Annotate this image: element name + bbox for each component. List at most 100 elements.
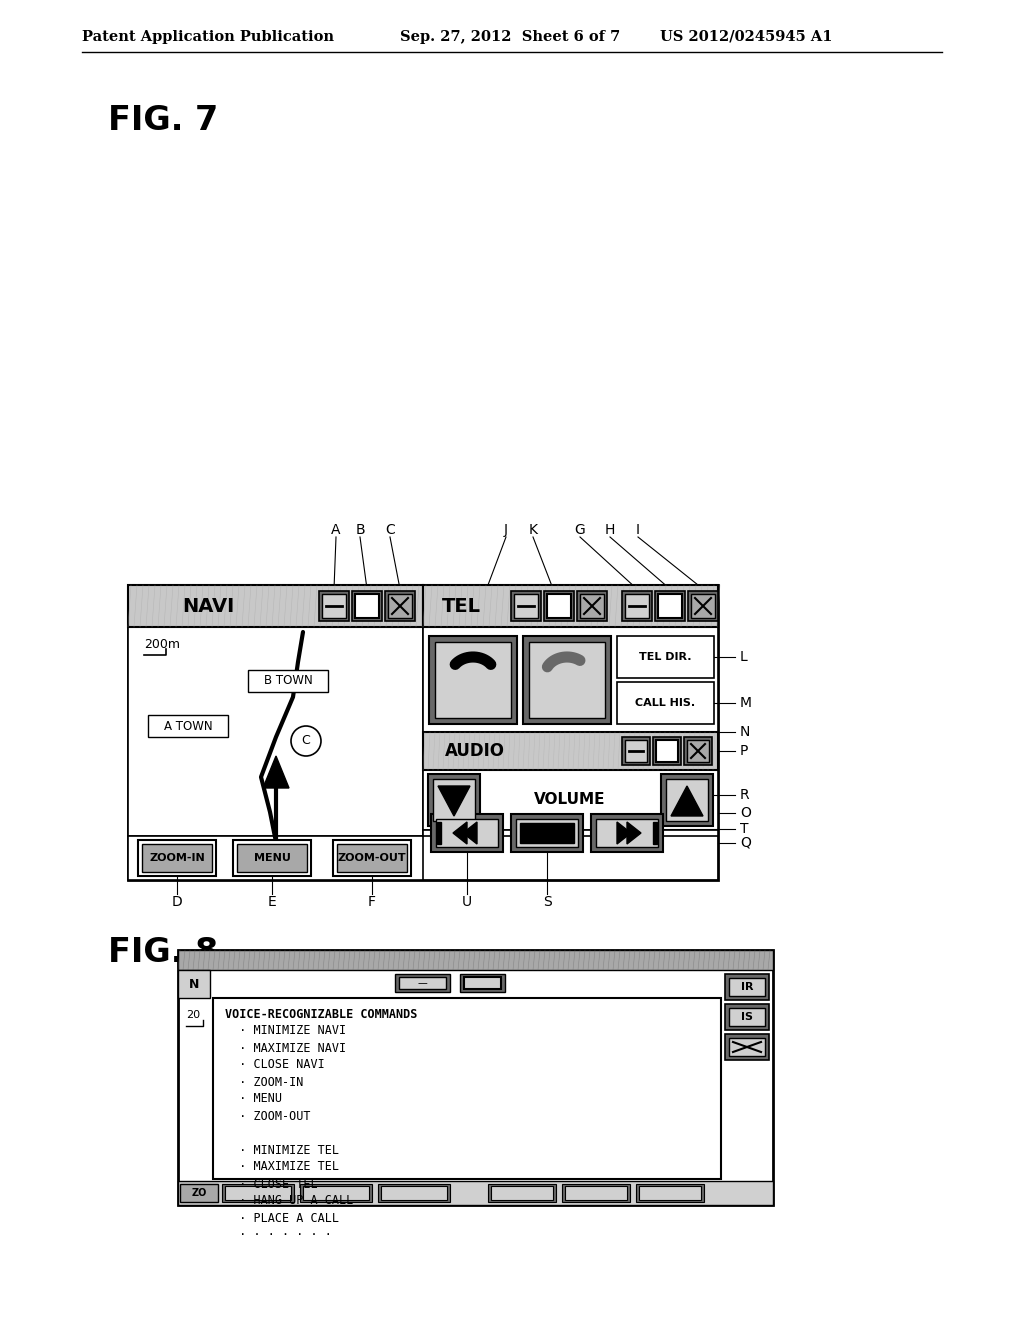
Bar bbox=[662, 774, 713, 826]
Bar bbox=[622, 591, 652, 620]
Bar bbox=[725, 974, 769, 1001]
Text: Patent Application Publication: Patent Application Publication bbox=[82, 30, 334, 44]
Bar bbox=[423, 770, 718, 830]
Text: L: L bbox=[740, 649, 748, 664]
Bar bbox=[688, 591, 718, 620]
Bar bbox=[565, 1185, 627, 1200]
Bar bbox=[547, 594, 571, 618]
Bar bbox=[653, 737, 681, 766]
Bar bbox=[725, 1005, 769, 1030]
Bar bbox=[639, 1185, 701, 1200]
Polygon shape bbox=[437, 822, 441, 843]
Text: · MINIMIZE TEL: · MINIMIZE TEL bbox=[225, 1143, 339, 1156]
Bar bbox=[523, 636, 611, 723]
Text: G: G bbox=[574, 523, 586, 537]
Bar bbox=[178, 950, 773, 970]
Bar bbox=[622, 737, 650, 766]
Text: TEL DIR.: TEL DIR. bbox=[639, 652, 692, 663]
Polygon shape bbox=[627, 822, 641, 843]
Text: Q: Q bbox=[740, 836, 751, 850]
Bar bbox=[213, 998, 721, 1179]
Text: N: N bbox=[740, 725, 751, 739]
Bar bbox=[656, 741, 678, 762]
Text: · HANG UP A CALL: · HANG UP A CALL bbox=[225, 1195, 353, 1208]
Bar bbox=[514, 594, 538, 618]
Text: IS: IS bbox=[741, 1012, 753, 1022]
Text: · ZOOM-OUT: · ZOOM-OUT bbox=[225, 1110, 310, 1122]
Bar bbox=[529, 642, 605, 718]
Circle shape bbox=[291, 726, 321, 756]
Text: · MENU: · MENU bbox=[225, 1093, 282, 1106]
Bar bbox=[388, 594, 412, 618]
Bar bbox=[596, 818, 658, 847]
Text: · ZOOM-IN: · ZOOM-IN bbox=[225, 1076, 303, 1089]
Bar bbox=[433, 779, 475, 821]
Bar bbox=[178, 950, 773, 1205]
Text: T: T bbox=[740, 822, 749, 836]
Bar bbox=[178, 1181, 773, 1205]
Bar bbox=[729, 1038, 765, 1056]
Text: · · · · · · ·: · · · · · · · bbox=[225, 1229, 332, 1242]
Bar bbox=[488, 1184, 556, 1203]
Bar bbox=[222, 1184, 294, 1203]
Bar bbox=[128, 627, 423, 836]
Text: · PLACE A CALL: · PLACE A CALL bbox=[225, 1212, 339, 1225]
Text: ZO: ZO bbox=[191, 1188, 207, 1199]
Bar bbox=[658, 594, 682, 618]
Bar bbox=[636, 1184, 705, 1203]
Bar bbox=[337, 843, 407, 873]
Text: K: K bbox=[528, 523, 538, 537]
Bar bbox=[378, 1184, 450, 1203]
Bar bbox=[617, 636, 714, 678]
Text: ZOOM-OUT: ZOOM-OUT bbox=[338, 853, 407, 863]
Bar bbox=[687, 741, 709, 762]
Text: AUDIO: AUDIO bbox=[445, 742, 505, 760]
Text: VOICE-RECOGNIZABLE COMMANDS: VOICE-RECOGNIZABLE COMMANDS bbox=[225, 1007, 418, 1020]
Text: · MAXIMIZE NAVI: · MAXIMIZE NAVI bbox=[225, 1041, 346, 1055]
Text: B TOWN: B TOWN bbox=[263, 675, 312, 688]
Bar bbox=[319, 591, 349, 620]
Bar bbox=[562, 1184, 630, 1203]
Text: A: A bbox=[331, 523, 341, 537]
Polygon shape bbox=[453, 822, 467, 843]
Bar bbox=[381, 1185, 447, 1200]
Bar bbox=[617, 682, 714, 723]
Polygon shape bbox=[438, 785, 470, 816]
Bar bbox=[625, 594, 649, 618]
Text: NAVI: NAVI bbox=[182, 597, 234, 615]
Text: C: C bbox=[385, 523, 395, 537]
Bar bbox=[322, 594, 346, 618]
Text: C: C bbox=[302, 734, 310, 747]
Text: M: M bbox=[740, 696, 752, 710]
Bar bbox=[490, 1185, 553, 1200]
Text: P: P bbox=[740, 744, 749, 758]
Bar bbox=[429, 636, 517, 723]
Text: 20: 20 bbox=[186, 1010, 200, 1020]
Text: IR: IR bbox=[740, 982, 754, 993]
Bar bbox=[352, 591, 382, 620]
Bar bbox=[725, 1034, 769, 1060]
Text: B: B bbox=[355, 523, 365, 537]
Text: F: F bbox=[368, 895, 376, 909]
Text: CALL HIS.: CALL HIS. bbox=[636, 698, 695, 708]
Polygon shape bbox=[617, 822, 631, 843]
Text: · CLOSE TEL: · CLOSE TEL bbox=[225, 1177, 317, 1191]
Bar bbox=[395, 974, 450, 993]
Text: · MINIMIZE NAVI: · MINIMIZE NAVI bbox=[225, 1024, 346, 1038]
Text: J: J bbox=[504, 523, 508, 537]
Text: VOLUME: VOLUME bbox=[535, 792, 606, 808]
Bar bbox=[516, 818, 578, 847]
Bar bbox=[460, 974, 505, 993]
Bar bbox=[225, 1185, 291, 1200]
Text: —: — bbox=[417, 978, 427, 987]
Text: U: U bbox=[462, 895, 472, 909]
Bar bbox=[333, 840, 411, 876]
Bar bbox=[591, 814, 663, 851]
Bar bbox=[355, 594, 379, 618]
Text: R: R bbox=[740, 788, 750, 801]
Bar bbox=[248, 671, 328, 692]
Text: S: S bbox=[543, 895, 551, 909]
Bar bbox=[431, 814, 503, 851]
Text: · MAXIMIZE TEL: · MAXIMIZE TEL bbox=[225, 1160, 339, 1173]
Text: MENU: MENU bbox=[254, 853, 291, 863]
